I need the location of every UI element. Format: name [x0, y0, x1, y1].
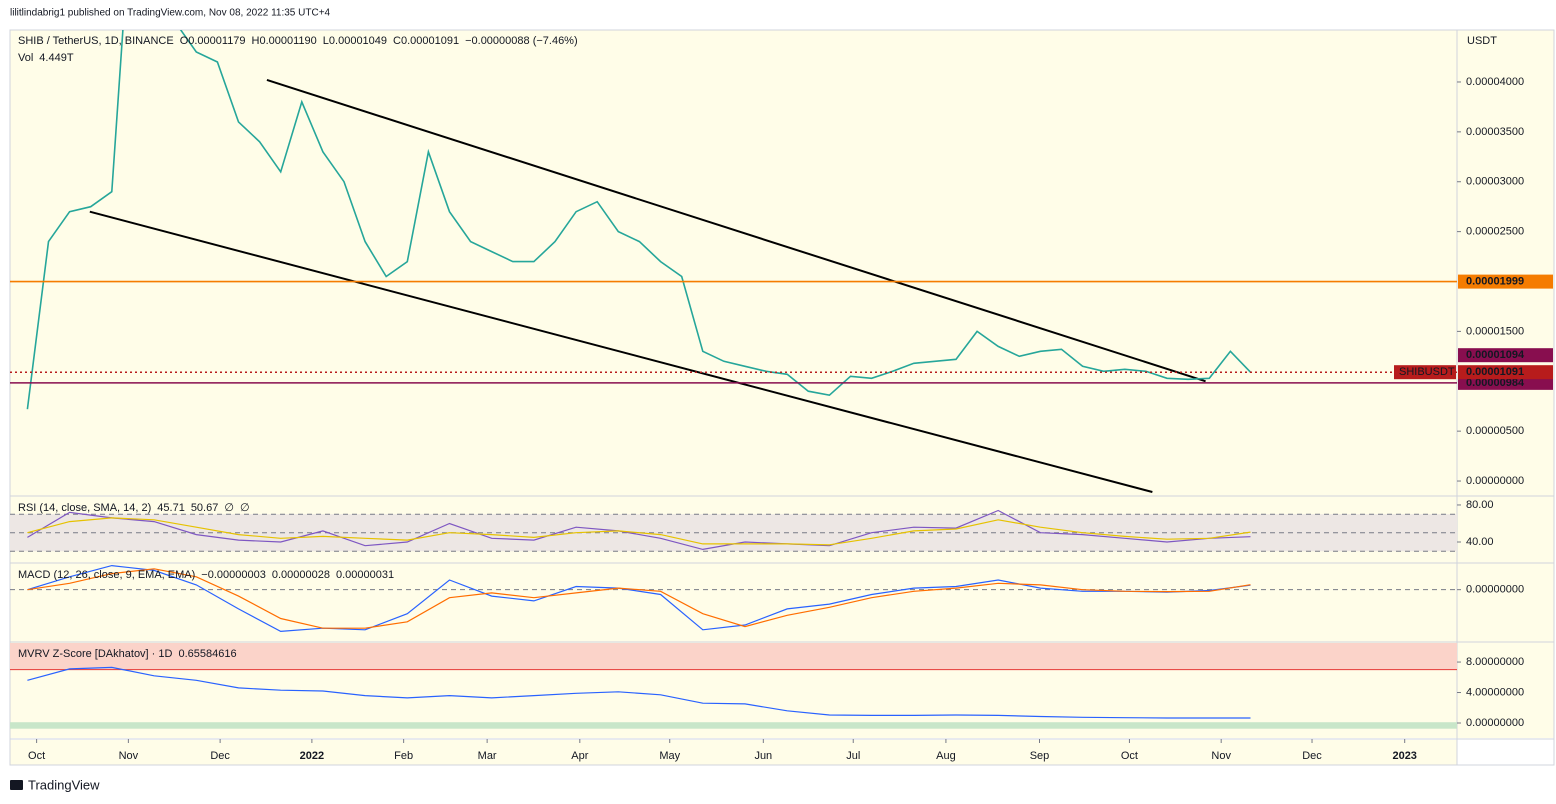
x-tick-label: Dec	[210, 750, 230, 762]
symbol-badge-label: SHIBUSDT	[1399, 366, 1455, 378]
legend-item: MACD (12, 26, close, 9, EMA, EMA)	[18, 569, 195, 581]
price-badge-label: 0.00001091	[1466, 366, 1524, 378]
price-badge-label: 0.00000984	[1466, 377, 1525, 389]
y-tick-label: 0.00000000	[1466, 475, 1524, 487]
time-axis-background	[10, 740, 1457, 765]
legend-item: RSI (14, close, SMA, 14, 2)	[18, 502, 151, 514]
price-badge	[1458, 274, 1553, 289]
series-line	[27, 568, 1251, 629]
trend-line	[89, 210, 1153, 493]
x-tick-label: Feb	[394, 750, 413, 762]
legend-item: O0.00001179	[180, 35, 246, 47]
x-tick-label: Aug	[936, 750, 956, 762]
legend-item: ∅	[224, 502, 234, 514]
x-tick-label: Oct	[28, 750, 45, 762]
legend-item: 0.00000031	[336, 569, 394, 581]
extra-badge-label: 0.00001094	[1466, 349, 1525, 361]
plot-background	[10, 30, 1457, 738]
y-tick-label: 0.00003500	[1466, 126, 1524, 138]
legend-item: Vol	[18, 52, 33, 64]
legend-item: 0.00000028	[272, 569, 330, 581]
series-line	[27, 517, 1251, 546]
y-tick-label: 0.00003000	[1466, 176, 1524, 188]
y-tick-label: 0.00002500	[1466, 226, 1524, 238]
series-line	[27, 666, 1251, 719]
x-tick-label: 2023	[1392, 750, 1416, 762]
legend-item: 50.67	[191, 502, 219, 514]
axis-unit: USDT	[1467, 35, 1497, 47]
symbol-badge	[1394, 365, 1456, 380]
legend-item: SHIB / TetherUS, 1D, BINANCE	[18, 35, 174, 47]
x-tick-label: Oct	[1121, 750, 1138, 762]
header: lilitlindabrig1 published on TradingView…	[10, 8, 331, 19]
y-tick-label: 4.00000000	[1466, 686, 1524, 698]
x-tick-label: Dec	[1302, 750, 1322, 762]
x-tick-label: Sep	[1030, 750, 1050, 762]
legend-item: H0.00001190	[252, 35, 317, 47]
y-tick-label: 0.00000500	[1466, 425, 1524, 437]
series-line	[27, 564, 1251, 633]
x-tick-label: Apr	[571, 750, 588, 762]
x-tick-label: Mar	[478, 750, 497, 762]
zone	[10, 643, 1457, 670]
legend-item: 45.71	[157, 502, 185, 514]
legend-item: ∅	[240, 502, 250, 514]
y-tick-label: 0.00000000	[1466, 717, 1524, 729]
legend-item: C0.00001091	[393, 35, 459, 47]
x-tick-label: Jun	[754, 750, 772, 762]
price-badge-label: 0.00001999	[1466, 276, 1524, 288]
legend-item: MVRV Z-Score [DAkhatov] · 1D	[18, 648, 173, 660]
x-tick-label: 2022	[300, 750, 324, 762]
series-line	[26, 30, 1252, 410]
pane	[26, 30, 1252, 493]
trend-line	[266, 79, 1206, 383]
pane	[10, 564, 1457, 633]
pane	[10, 643, 1457, 729]
x-tick-label: Jul	[846, 750, 860, 762]
price-badge	[1458, 375, 1553, 390]
x-tick-label: Nov	[119, 750, 139, 762]
zone	[10, 722, 1457, 729]
footer: TradingView	[28, 777, 100, 792]
legend-item: −0.00000003	[201, 569, 266, 581]
x-tick-label: Nov	[1211, 750, 1231, 762]
legend-item: 4.449T	[39, 52, 74, 64]
y-tick-label: 0.00004000	[1466, 76, 1524, 88]
y-tick-label: 40.00	[1466, 536, 1494, 548]
frame	[9, 29, 1555, 766]
legend-item: −0.00000088 (−7.46%)	[465, 35, 578, 47]
extra-badge	[1458, 348, 1553, 363]
x-tick-label: May	[659, 750, 680, 762]
legend-item: L0.00001049	[323, 35, 387, 47]
y-tick-label: 80.00	[1466, 499, 1494, 511]
series-line	[27, 509, 1251, 551]
pane	[10, 509, 1457, 552]
logo	[10, 780, 23, 790]
y-tick-label: 0.00001500	[1466, 325, 1524, 337]
legend-item: 0.65584616	[178, 648, 236, 660]
price-badge	[1458, 365, 1553, 380]
y-tick-label: 8.00000000	[1466, 656, 1524, 668]
y-tick-label: 0.00000000	[1466, 584, 1524, 596]
